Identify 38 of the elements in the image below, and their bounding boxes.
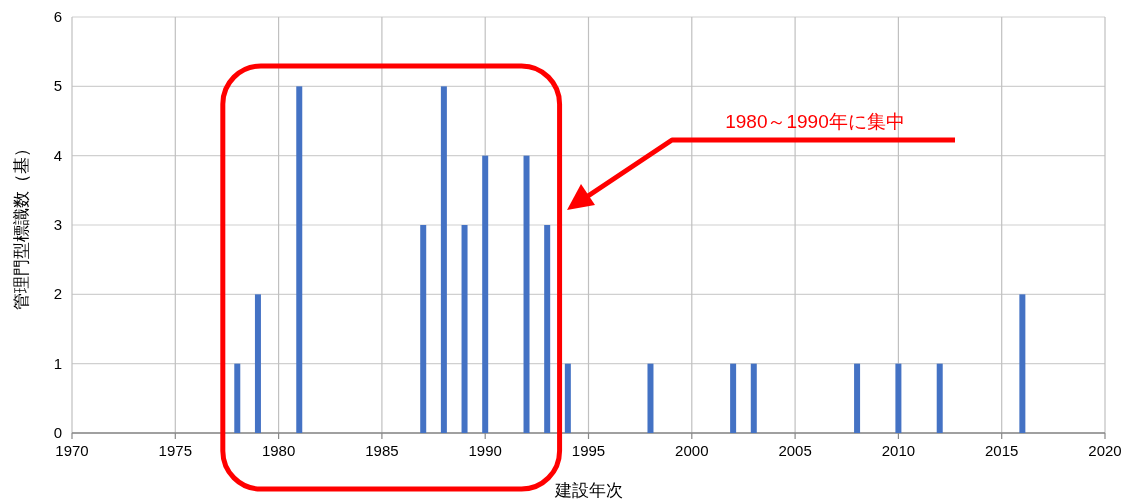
bar: [523, 155, 530, 433]
x-tick-label: 2005: [778, 442, 812, 459]
bar: [730, 363, 737, 433]
x-tick-label: 1985: [365, 442, 399, 459]
x-tick-label: 2015: [985, 442, 1019, 459]
x-tick-label: 1980: [261, 442, 296, 459]
x-tick-label: 1990: [468, 442, 502, 459]
bar: [296, 86, 303, 433]
y-tick-label: 6: [53, 8, 62, 25]
bar: [420, 225, 427, 433]
x-axis-title: 建設年次: [553, 481, 623, 500]
annotation: 1980～1990年に集中: [725, 111, 905, 132]
x-tick-label: 2020: [1088, 442, 1122, 459]
y-tick-label: 3: [53, 216, 62, 233]
bar: [1019, 294, 1026, 433]
bar: [234, 363, 241, 433]
bar: [750, 363, 757, 433]
y-tick-label: 0: [53, 424, 62, 441]
bar: [936, 363, 943, 433]
bar: [854, 363, 861, 433]
bar: [564, 363, 571, 433]
bar: [482, 155, 489, 433]
y-tick-label: 1: [53, 354, 62, 372]
x-tick-label: 1970: [55, 442, 89, 459]
bar: [440, 86, 447, 433]
bar: [895, 363, 902, 433]
y-tick-label: 2: [53, 285, 62, 303]
bar: [544, 225, 551, 433]
y-tick-label: 4: [53, 146, 62, 164]
x-tick-label: 2010: [881, 442, 916, 459]
x-tick-label: 1975: [158, 442, 192, 459]
bar: [254, 294, 261, 433]
x-tick-label: 2000: [675, 442, 709, 459]
y-axis-title: 管理門型標識数（基）: [12, 140, 31, 310]
bar: [461, 225, 468, 433]
bar: [647, 363, 654, 433]
y-tick-label: 5: [53, 77, 62, 95]
x-tick-label: 1995: [571, 442, 606, 459]
